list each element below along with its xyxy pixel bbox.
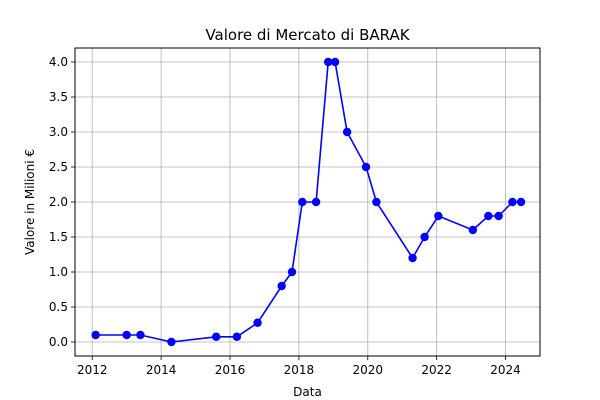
data-point (408, 253, 417, 263)
y-tick-label: 4.0 (49, 55, 68, 69)
data-point (122, 330, 131, 340)
data-point (323, 57, 333, 67)
data-point (372, 197, 381, 207)
x-tick-label: 2022 (421, 363, 452, 377)
x-tick-label: 2012 (77, 363, 108, 377)
data-point (434, 211, 443, 221)
x-tick-label: 2014 (146, 363, 177, 377)
y-axis-ticks: 0.0 0.5 1.0 1.5 2.0 2.5 3.0 3.5 4.0 (49, 55, 75, 349)
data-point (167, 337, 176, 347)
data-point (330, 57, 340, 67)
y-tick-label: 2.0 (49, 195, 68, 209)
y-axis-label: Valore in Milioni € (23, 149, 37, 255)
x-tick-label: 2024 (490, 363, 521, 377)
y-tick-label: 3.5 (49, 90, 68, 104)
data-point (232, 332, 242, 341)
data-point (516, 197, 526, 207)
y-tick-label: 2.5 (49, 160, 68, 174)
data-point (136, 330, 145, 340)
x-tick-label: 2016 (215, 363, 246, 377)
y-tick-label: 3.0 (49, 125, 68, 139)
data-point (253, 318, 262, 327)
data-point (298, 197, 307, 207)
x-axis-ticks: 2012 2014 2016 2018 2020 2022 2024 (77, 356, 521, 377)
x-tick-label: 2020 (353, 363, 384, 377)
data-point (361, 162, 371, 172)
grid (75, 48, 540, 356)
data-point (494, 211, 503, 221)
data-point (420, 232, 429, 242)
y-tick-label: 1.5 (49, 230, 68, 244)
y-tick-label: 1.0 (49, 265, 68, 279)
data-point (311, 197, 321, 207)
x-tick-label: 2018 (284, 363, 315, 377)
data-point (468, 225, 478, 235)
data-point (91, 330, 100, 340)
data-point (277, 281, 286, 291)
chart-title: Valore di Mercato di BARAK (205, 26, 410, 44)
y-tick-label: 0.5 (49, 300, 68, 314)
data-points (91, 57, 526, 347)
data-point (212, 332, 221, 341)
data-point (342, 127, 352, 137)
data-point (287, 267, 297, 277)
y-tick-label: 0.0 (49, 335, 68, 349)
x-axis-label: Data (293, 385, 322, 399)
data-point (508, 197, 517, 207)
data-point (484, 211, 493, 221)
